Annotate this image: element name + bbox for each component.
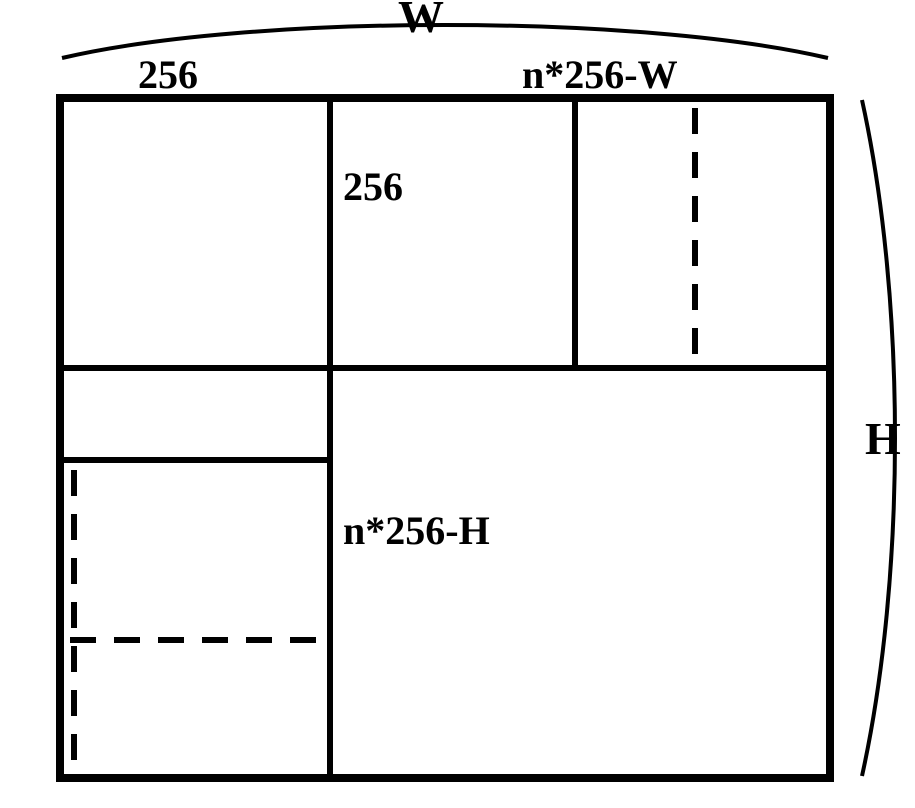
tiling-diagram: W H 256 n*256-W 256 n*256-H <box>0 0 915 808</box>
label-offset-W: n*256-W <box>522 52 678 97</box>
label-H: H <box>865 413 901 464</box>
label-offset-H: n*256-H <box>343 508 490 553</box>
label-256-side: 256 <box>343 164 403 209</box>
label-256-top: 256 <box>138 52 198 97</box>
label-W: W <box>398 0 444 42</box>
outer-rect <box>60 98 830 778</box>
